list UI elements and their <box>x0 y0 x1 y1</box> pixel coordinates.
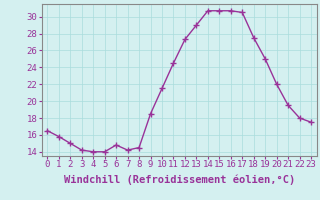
X-axis label: Windchill (Refroidissement éolien,°C): Windchill (Refroidissement éolien,°C) <box>64 175 295 185</box>
